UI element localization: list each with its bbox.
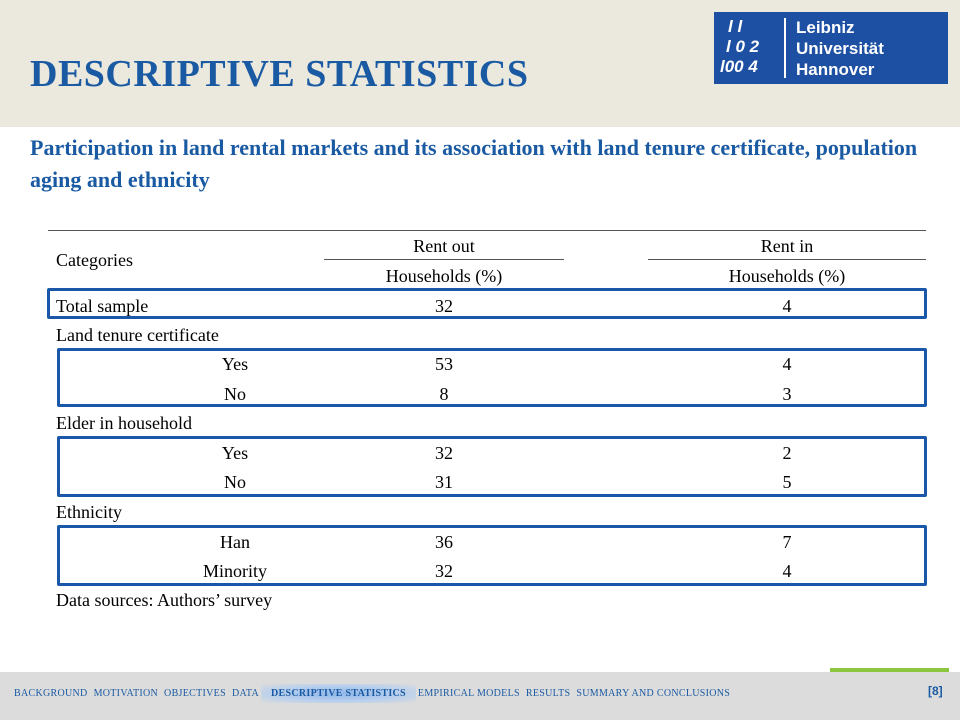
page-number: [8] <box>928 684 943 698</box>
table-cell-rent-in: 5 <box>782 472 792 492</box>
table-cell-rent-out: 36 <box>435 532 453 552</box>
table-cell-rent-in: 3 <box>782 384 792 404</box>
logo-mark-icon: l l l 0 2 l00 4 <box>720 17 760 76</box>
nav-item-empirical-models[interactable]: EMPIRICAL MODELS <box>417 688 520 699</box>
table-cell-rent-in: 4 <box>782 354 792 374</box>
table-cell-rent-out: 31 <box>435 472 453 492</box>
nav-item-background[interactable]: BACKGROUND <box>14 688 88 699</box>
table-row-label: Minority <box>202 561 268 581</box>
table-row-label: Yes <box>221 443 249 463</box>
header-rent-in: Rent in <box>760 236 814 256</box>
highlight-total <box>47 288 927 319</box>
total-rent-in: 4 <box>782 296 792 316</box>
table-cell-rent-in: 4 <box>782 561 792 581</box>
total-rent-out: 32 <box>435 296 453 316</box>
rent-in-underline <box>648 259 926 260</box>
group-label-elder: Elder in household <box>56 413 192 433</box>
logo-line-1: Leibniz <box>796 17 855 37</box>
footer-bar <box>0 672 960 720</box>
table-cell-rent-out: 8 <box>439 384 449 404</box>
header-rent-out-unit: Households (%) <box>385 266 503 286</box>
table-top-rule <box>48 230 926 231</box>
section-navigation: BACKGROUND MOTIVATION OBJECTIVES DATA DE… <box>14 684 731 703</box>
table-cell-rent-out: 32 <box>435 443 453 463</box>
group-label-tenure: Land tenure certificate <box>56 325 219 345</box>
slide-title: DESCRIPTIVE STATISTICS <box>30 53 529 95</box>
table-cell-rent-in: 2 <box>782 443 792 463</box>
highlight-tenure <box>57 348 927 407</box>
nav-item-descriptive-statistics[interactable]: DESCRIPTIVE STATISTICS <box>261 684 416 703</box>
logo-line-3: Hannover <box>796 59 875 79</box>
table-row-label: No <box>224 384 246 404</box>
nav-item-summary[interactable]: SUMMARY AND CONCLUSIONS <box>576 688 731 699</box>
total-sample-label: Total sample <box>56 296 149 316</box>
logo-divider <box>784 18 786 78</box>
highlight-ethnicity <box>57 525 927 586</box>
header-categories: Categories <box>56 250 133 270</box>
table-cell-rent-out: 32 <box>435 561 453 581</box>
data-source-note: Data sources: Authors’ survey <box>56 590 273 610</box>
table-row-label: Yes <box>221 354 249 374</box>
table-row-label: No <box>224 472 246 492</box>
nav-item-objectives[interactable]: OBJECTIVES <box>164 688 226 699</box>
nav-item-results[interactable]: RESULTS <box>525 688 571 699</box>
highlight-elder <box>57 436 927 497</box>
rent-out-underline <box>324 259 564 260</box>
group-label-ethnicity: Ethnicity <box>56 502 122 522</box>
slide-subtitle: Participation in land rental markets and… <box>30 135 918 192</box>
nav-item-motivation[interactable]: MOTIVATION <box>93 688 159 699</box>
table-row-label: Han <box>220 532 250 552</box>
header-rent-out: Rent out <box>413 236 475 256</box>
footer-accent-bar <box>830 668 949 672</box>
table-cell-rent-in: 7 <box>782 532 792 552</box>
logo-line-2: Universität <box>796 38 884 58</box>
header-rent-in-unit: Households (%) <box>728 266 846 286</box>
statistics-table: Categories Rent out Rent in Households (… <box>47 230 927 590</box>
logo-text: Leibniz Universität Hannover <box>786 12 884 84</box>
table-cell-rent-out: 53 <box>435 354 453 374</box>
university-logo: l l l 0 2 l00 4 Leibniz Universität Hann… <box>714 12 948 84</box>
nav-item-data[interactable]: DATA <box>231 688 260 699</box>
